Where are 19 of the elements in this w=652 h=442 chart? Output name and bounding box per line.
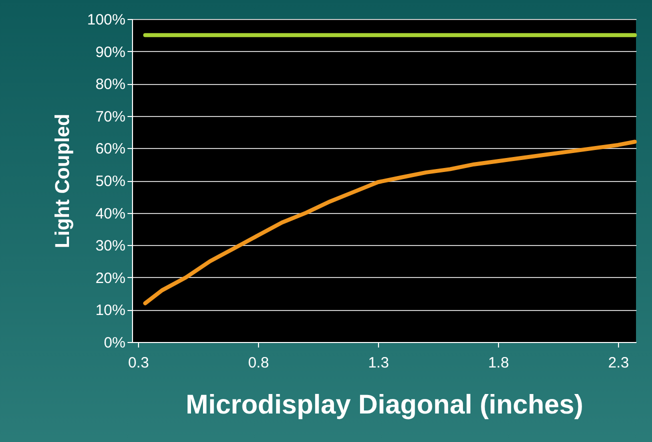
y-tick-label: 100% <box>87 12 126 28</box>
x-axis-title: Microdisplay Diagonal (inches) <box>186 390 584 420</box>
y-axis-title: Light Coupled <box>52 114 74 248</box>
y-tick-label: 70% <box>95 108 126 126</box>
y-tick-label: 90% <box>95 44 126 61</box>
line-series <box>143 140 637 306</box>
x-tick-label: 1.8 <box>488 354 509 372</box>
x-tick-label: 0.8 <box>248 354 269 372</box>
y-tick-label: 40% <box>95 205 126 222</box>
y-tick-label: 20% <box>95 270 126 287</box>
x-tick-label: 1.3 <box>368 354 389 372</box>
y-tick-label: 30% <box>95 238 126 255</box>
x-tick-label: 2.3 <box>608 354 629 372</box>
y-tick-label: 60% <box>95 140 126 158</box>
y-tick-label: 50% <box>95 173 126 190</box>
y-tick-label: 0% <box>104 334 126 352</box>
x-tick-label: 0.3 <box>128 354 149 372</box>
y-tick-label: 80% <box>95 76 126 94</box>
y-tick-label: 10% <box>95 302 126 320</box>
